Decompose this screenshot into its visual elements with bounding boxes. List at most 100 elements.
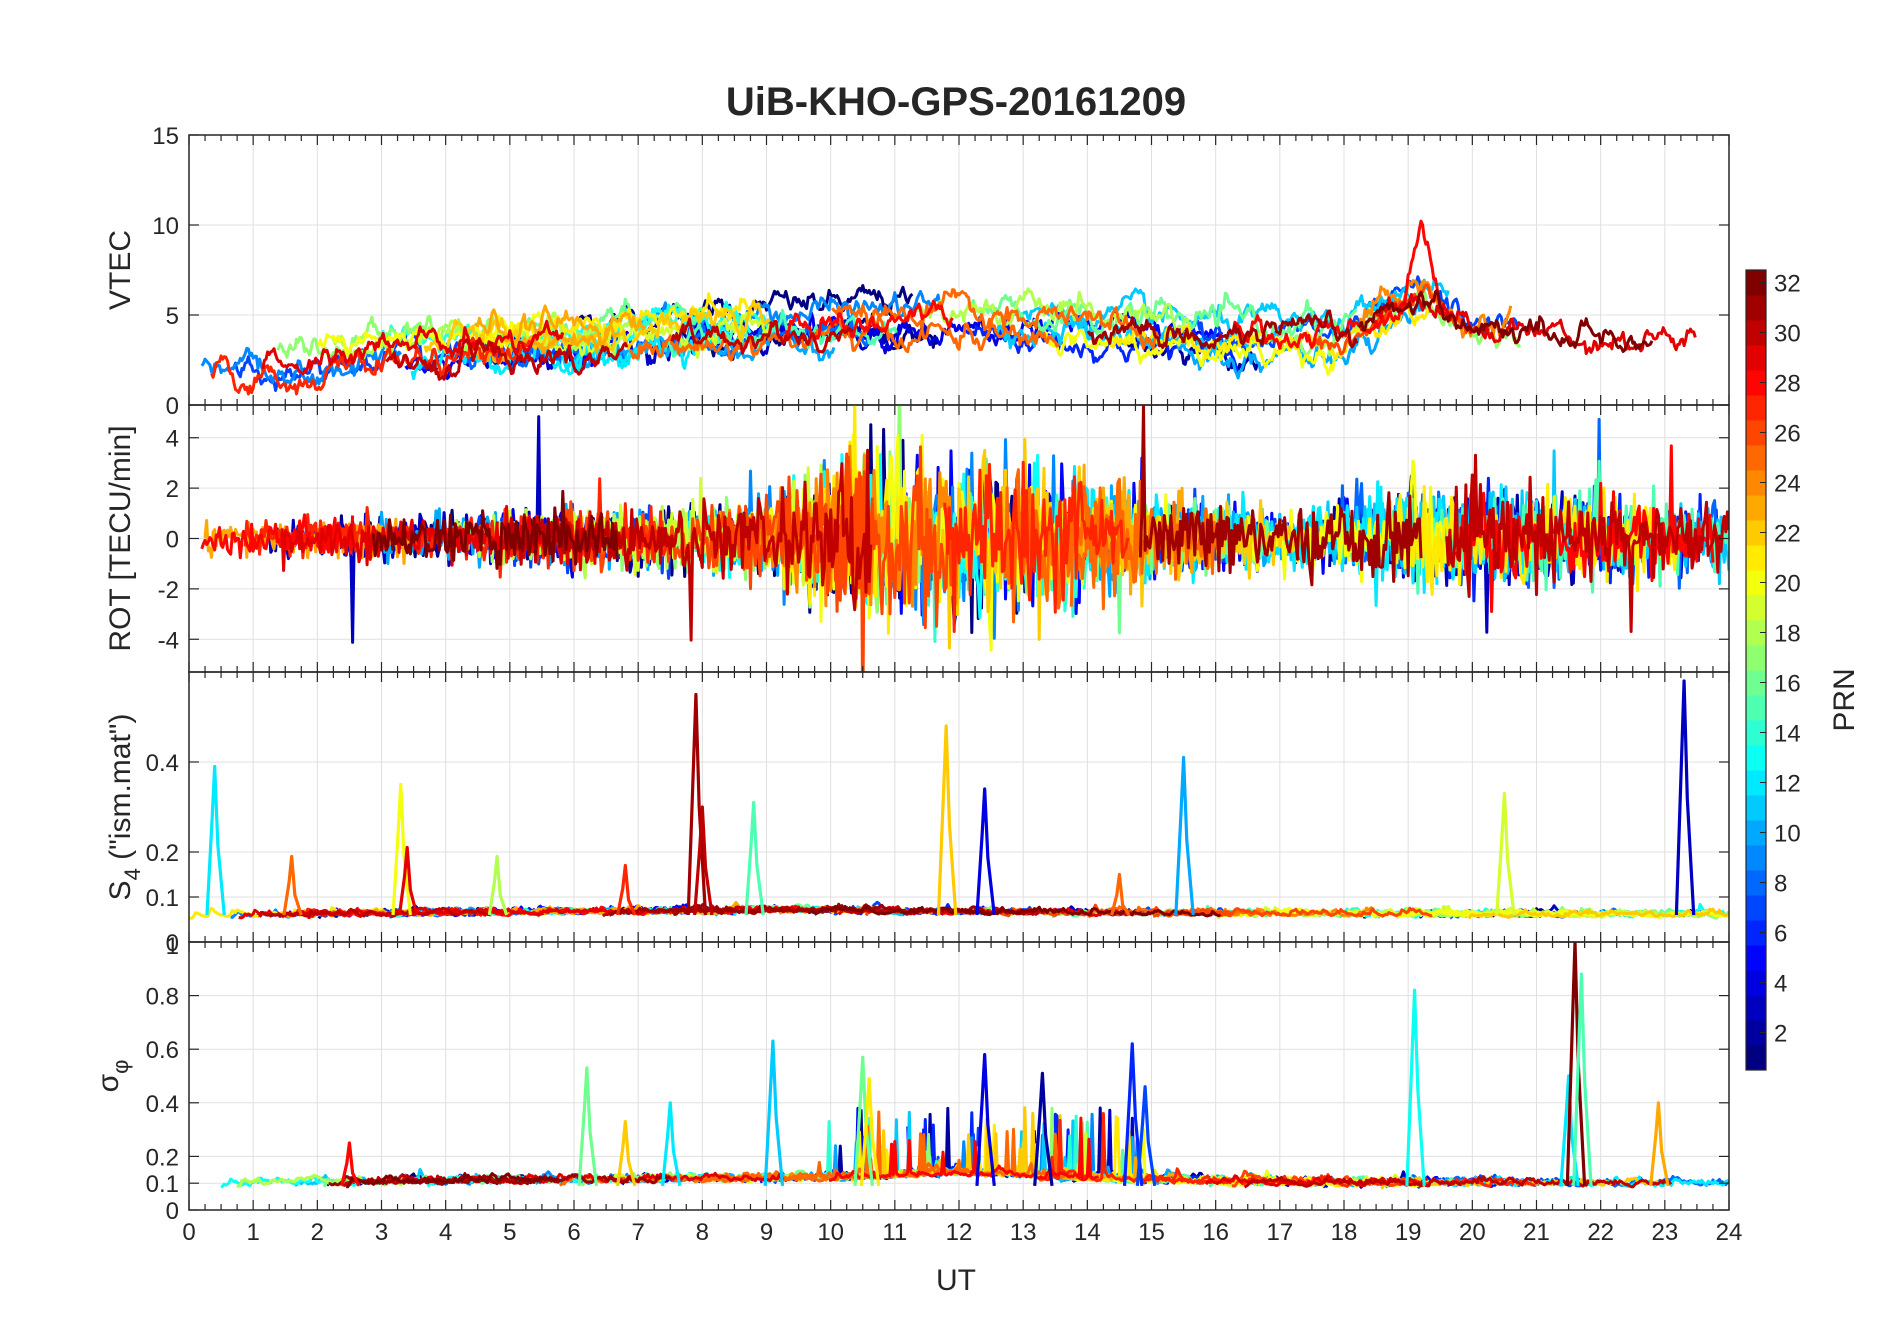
colorbar-tick-label: 2 bbox=[1774, 1021, 1787, 1048]
prn-32-trace bbox=[808, 904, 1222, 918]
x-tick-label: 4 bbox=[439, 1219, 452, 1246]
colorbar-segment bbox=[1746, 945, 1766, 971]
colorbar-segment bbox=[1746, 620, 1766, 646]
spike-prn-4 bbox=[975, 1052, 996, 1187]
colorbar-segment bbox=[1746, 920, 1766, 946]
panel-y-ticks: 0 5 10 15 bbox=[152, 123, 1729, 420]
spike-prn-2 bbox=[1033, 1071, 1054, 1187]
prn-32-trace bbox=[346, 1172, 559, 1189]
spike-prn-22 bbox=[936, 724, 958, 916]
x-tick-label: 3 bbox=[375, 1219, 388, 1246]
spike-prn-23 bbox=[1649, 1101, 1670, 1187]
prn-29-trace bbox=[261, 319, 565, 376]
colorbar-segment bbox=[1746, 595, 1766, 621]
spike-prn-25 bbox=[1110, 872, 1131, 916]
colorbar-tick-label: 8 bbox=[1774, 871, 1787, 898]
colorbar-segment bbox=[1746, 770, 1766, 796]
x-tick-label: 18 bbox=[1331, 1219, 1358, 1246]
colorbar-segment bbox=[1746, 670, 1766, 696]
colorbar-segment bbox=[1746, 445, 1766, 471]
y-tick-label: 4 bbox=[166, 426, 179, 453]
y-axis-label-sub: 4 bbox=[120, 868, 145, 880]
x-tick-label: 13 bbox=[1010, 1219, 1037, 1246]
spike-prn-3 bbox=[1674, 679, 1696, 916]
x-tick-label: 19 bbox=[1395, 1219, 1422, 1246]
spike-prn-18 bbox=[487, 854, 509, 916]
prn-16-trace bbox=[968, 291, 1358, 343]
colorbar-segment bbox=[1746, 570, 1766, 596]
x-tick-label: 8 bbox=[696, 1219, 709, 1246]
colorbar-tick-label: 16 bbox=[1774, 671, 1801, 698]
figure-title: UiB-KHO-GPS-20161209 bbox=[726, 80, 1186, 124]
colorbar-tick-label: 20 bbox=[1774, 571, 1801, 598]
colorbar-tick-label: 12 bbox=[1774, 771, 1801, 798]
prn-30-trace bbox=[1445, 453, 1729, 633]
spike-prn-21 bbox=[859, 1077, 881, 1187]
spike-prn-15 bbox=[744, 800, 765, 916]
colorbar-segment bbox=[1746, 895, 1766, 921]
prn-30-trace bbox=[258, 906, 491, 919]
y-axis-label-sub: φ bbox=[108, 1060, 133, 1074]
prn-20-trace bbox=[317, 311, 550, 357]
colorbar-segment bbox=[1746, 645, 1766, 671]
colorbar-segment bbox=[1746, 295, 1766, 321]
prn-30-trace bbox=[385, 337, 629, 381]
x-tick-label: 21 bbox=[1523, 1219, 1550, 1246]
spike-prn-10 bbox=[1174, 755, 1195, 916]
colorbar-segment bbox=[1746, 345, 1766, 371]
colorbar-segment bbox=[1746, 745, 1766, 771]
colorbar-segment bbox=[1746, 720, 1766, 746]
y-tick-label: 0.2 bbox=[146, 840, 179, 867]
x-tick-label: 9 bbox=[760, 1219, 773, 1246]
x-tick-label: 11 bbox=[882, 1219, 907, 1246]
x-axis-label: UT bbox=[936, 1264, 976, 1297]
colorbar-segment bbox=[1746, 395, 1766, 421]
spike-prn-32 bbox=[1565, 942, 1587, 1186]
colorbar-segment bbox=[1746, 870, 1766, 896]
panel-series bbox=[189, 679, 1729, 920]
y-tick-label: 0.8 bbox=[146, 984, 179, 1011]
panel-x-ticks bbox=[188, 942, 1730, 1210]
y-tick-label: 0.6 bbox=[146, 1037, 179, 1064]
colorbar-segment bbox=[1746, 495, 1766, 521]
colorbar-tick-label: 22 bbox=[1774, 521, 1801, 548]
spike-prn-6 bbox=[1122, 1042, 1144, 1187]
y-tick-label: 0.4 bbox=[146, 1091, 179, 1118]
colorbar-segment bbox=[1746, 820, 1766, 846]
prn-23-trace bbox=[474, 304, 646, 346]
prn-30-trace bbox=[1243, 1175, 1673, 1189]
prn-27-trace bbox=[210, 336, 535, 396]
prn-25-trace bbox=[831, 288, 1160, 350]
y-tick-label: 0.1 bbox=[146, 885, 179, 912]
x-tick-label: 5 bbox=[503, 1219, 516, 1246]
x-tick-label: 17 bbox=[1266, 1219, 1293, 1246]
colorbar-segment bbox=[1746, 795, 1766, 821]
x-tick-label: 16 bbox=[1202, 1219, 1229, 1246]
prn-28-trace bbox=[200, 513, 355, 560]
y-tick-label: 5 bbox=[166, 303, 179, 330]
y-axis-label-main: S bbox=[104, 880, 137, 900]
prn-22-trace bbox=[1467, 907, 1729, 920]
colorbar-segment bbox=[1746, 970, 1766, 996]
colorbar-segment bbox=[1746, 370, 1766, 396]
x-tick-label: 14 bbox=[1074, 1219, 1101, 1246]
y-tick-label: 0 bbox=[166, 1198, 179, 1225]
spike-prn-25 bbox=[282, 854, 303, 916]
colorbar-tick-label: 28 bbox=[1774, 371, 1801, 398]
y-tick-label: 10 bbox=[152, 213, 179, 240]
x-tick-label: 20 bbox=[1459, 1219, 1486, 1246]
y-axis-label-rest: ("ism.mat") bbox=[104, 714, 137, 869]
x-axis: 0 1 2 3 4 5 6 7 8 9 10 11 12 13 14 15 16 17 18 19 20 21 22 23 24 bbox=[182, 1219, 1742, 1246]
prn-32-trace bbox=[1357, 289, 1654, 353]
prn-31-trace bbox=[1138, 405, 1423, 587]
panel-series bbox=[200, 219, 1697, 396]
spike-prn-7 bbox=[1135, 1085, 1157, 1187]
prn-28-trace bbox=[828, 1116, 1100, 1182]
colorbar-segment bbox=[1746, 320, 1766, 346]
y-axis-label: ROT [TECU/min] bbox=[104, 425, 137, 651]
spike-prn-27 bbox=[616, 863, 637, 916]
y-tick-label-top: 1 bbox=[166, 933, 179, 960]
x-tick-label: 7 bbox=[631, 1219, 644, 1246]
x-tick-label: 6 bbox=[567, 1219, 580, 1246]
